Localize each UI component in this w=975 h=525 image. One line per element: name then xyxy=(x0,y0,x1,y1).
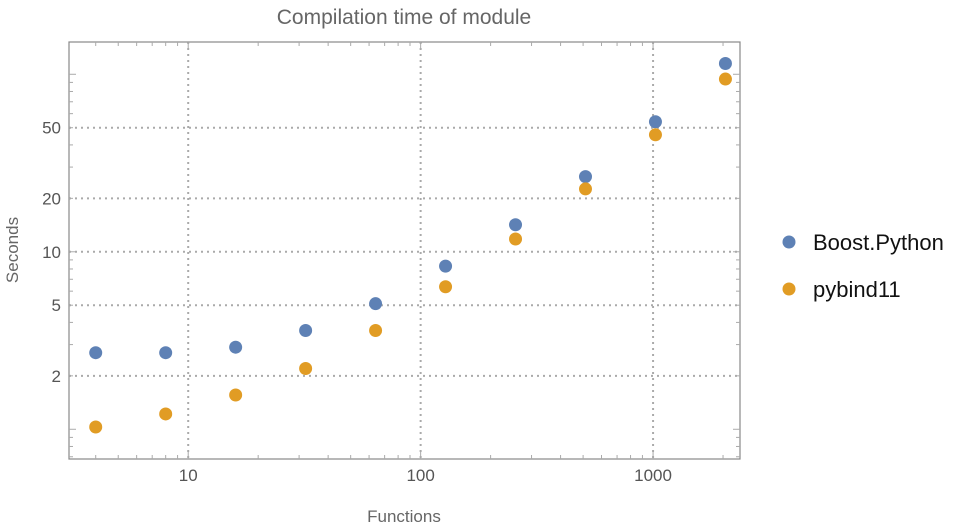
data-point-boost-python xyxy=(299,324,313,338)
data-point-boost-python xyxy=(369,297,383,311)
y-tick-label: 10 xyxy=(42,243,61,262)
data-point-pybind11 xyxy=(718,72,732,86)
plot-frame xyxy=(68,41,741,460)
data-point-boost-python xyxy=(229,340,243,354)
data-point-boost-python xyxy=(159,346,173,360)
data-point-pybind11 xyxy=(159,407,173,421)
x-tick-label: 10 xyxy=(179,466,198,485)
y-tick-label: 2 xyxy=(52,367,61,386)
data-point-pybind11 xyxy=(369,324,383,338)
legend-marker xyxy=(782,282,796,296)
data-point-boost-python xyxy=(648,115,662,129)
data-point-boost-python xyxy=(89,346,103,360)
data-point-pybind11 xyxy=(439,280,453,294)
data-point-boost-python xyxy=(718,57,732,71)
x-tick-label: 1000 xyxy=(634,466,672,485)
legend-label: Boost.Python xyxy=(813,230,944,255)
data-point-pybind11 xyxy=(509,232,523,246)
legend-marker xyxy=(782,235,796,249)
data-point-pybind11 xyxy=(299,361,313,375)
data-point-pybind11 xyxy=(89,420,103,434)
legend-label: pybind11 xyxy=(813,277,901,302)
data-point-pybind11 xyxy=(648,128,662,142)
y-tick-label: 5 xyxy=(52,296,61,315)
y-axis-label: Seconds xyxy=(3,217,22,283)
chart-title: Compilation time of module xyxy=(277,6,531,29)
x-axis-label: Functions xyxy=(367,507,441,525)
data-point-boost-python xyxy=(509,218,523,232)
data-point-pybind11 xyxy=(229,388,243,402)
y-tick-label: 20 xyxy=(42,189,61,208)
data-point-boost-python xyxy=(439,259,453,273)
data-point-boost-python xyxy=(578,170,592,184)
data-point-pybind11 xyxy=(578,182,592,196)
y-tick-label: 50 xyxy=(42,119,61,138)
x-tick-label: 100 xyxy=(406,466,434,485)
